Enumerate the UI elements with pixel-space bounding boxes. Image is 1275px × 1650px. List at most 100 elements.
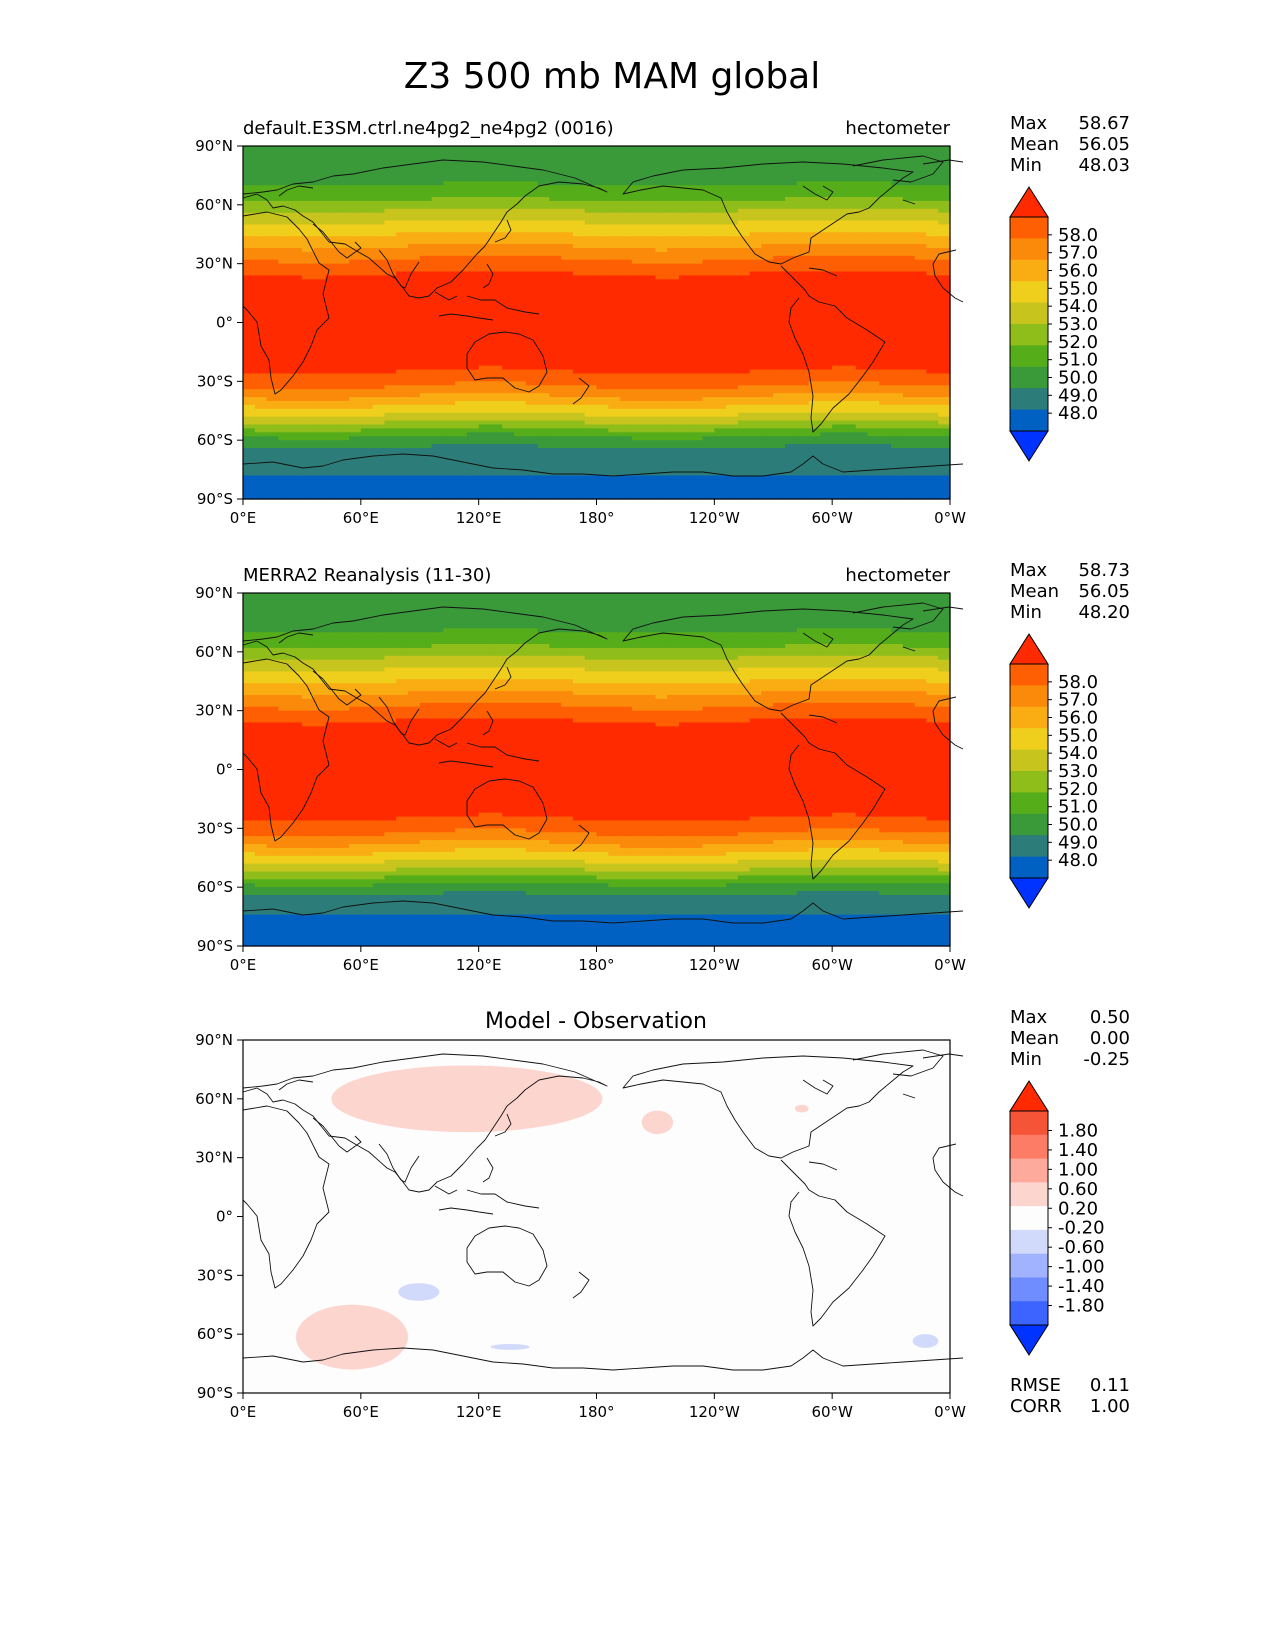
field-cell xyxy=(820,310,833,316)
field-cell xyxy=(419,173,433,178)
field-cell xyxy=(266,283,279,288)
field-cell xyxy=(561,357,574,363)
field-cell xyxy=(843,228,857,233)
field-cell xyxy=(243,298,256,304)
field-cell xyxy=(655,220,668,226)
field-cell xyxy=(290,283,303,288)
field-cell xyxy=(678,373,692,379)
field-cell xyxy=(902,314,916,320)
field-cell xyxy=(832,369,845,375)
field-cell xyxy=(832,200,845,206)
field-cell xyxy=(290,416,303,422)
field-cell xyxy=(714,255,727,261)
field-cell xyxy=(455,291,468,296)
field-cell xyxy=(891,373,904,379)
field-cell xyxy=(561,440,574,445)
field-cell xyxy=(620,455,633,461)
field-cell xyxy=(796,400,810,406)
field-cell xyxy=(325,357,338,363)
field-cell xyxy=(808,377,821,382)
field-cell xyxy=(761,314,774,320)
field-cell xyxy=(372,240,385,245)
field-cell xyxy=(419,338,433,343)
field-cell xyxy=(749,455,763,461)
field-cell xyxy=(455,451,468,457)
field-cell xyxy=(502,322,515,328)
field-cell xyxy=(349,373,362,379)
field-cell xyxy=(443,165,456,171)
field-cell xyxy=(832,322,845,328)
field-cell xyxy=(537,420,550,426)
field-cell xyxy=(690,220,704,226)
field-cell xyxy=(290,240,303,245)
field-cell xyxy=(608,204,621,210)
field-cell xyxy=(254,404,268,410)
field-cell xyxy=(808,314,821,320)
field-cell xyxy=(561,271,574,277)
field-cell xyxy=(396,181,409,186)
field-cell xyxy=(313,389,327,394)
field-cell xyxy=(514,330,527,335)
field-cell xyxy=(620,385,633,390)
field-cell xyxy=(690,244,704,249)
field-cell xyxy=(832,185,845,190)
field-cell xyxy=(796,232,810,237)
field-cell xyxy=(396,448,409,453)
field-cell xyxy=(655,318,668,324)
field-cell xyxy=(926,451,939,457)
field-cell xyxy=(431,448,444,453)
field-cell xyxy=(702,361,715,367)
field-cell xyxy=(596,173,609,178)
field-cell xyxy=(337,251,350,257)
field-cell xyxy=(360,424,374,429)
field-cell xyxy=(525,165,539,171)
field-cell xyxy=(360,369,374,375)
field-cell xyxy=(514,318,527,324)
field-cell xyxy=(337,240,350,245)
field-cell xyxy=(561,181,574,186)
field-cell xyxy=(608,432,621,437)
field-cell xyxy=(655,389,668,394)
field-cell xyxy=(349,287,362,292)
field-cell xyxy=(407,153,421,159)
field-cell xyxy=(655,436,668,441)
field-cell xyxy=(384,440,397,445)
field-cell xyxy=(584,346,598,351)
field-cell xyxy=(266,349,279,355)
field-cell xyxy=(867,279,880,284)
field-cell xyxy=(690,393,704,398)
field-cell xyxy=(372,397,385,402)
field-cell xyxy=(796,208,810,214)
field-cell xyxy=(773,216,786,222)
field-cell xyxy=(631,165,645,171)
field-cell xyxy=(631,448,645,453)
field-cell xyxy=(690,177,704,182)
field-cell xyxy=(290,381,303,386)
field-cell xyxy=(525,369,539,375)
field-cell xyxy=(643,189,657,194)
field-cell xyxy=(926,169,939,175)
field-cell xyxy=(867,283,880,288)
field-cell xyxy=(349,259,362,265)
field-cell xyxy=(773,161,786,167)
field-cell xyxy=(914,330,928,335)
field-cell xyxy=(419,165,433,171)
field-cell xyxy=(313,385,327,390)
field-cell xyxy=(525,287,539,292)
field-cell xyxy=(290,193,303,198)
field-cell xyxy=(938,173,951,178)
field-cell xyxy=(820,342,833,347)
field-cell xyxy=(773,251,786,257)
field-cell xyxy=(301,463,315,469)
field-cell xyxy=(549,459,562,465)
field-cell xyxy=(926,220,939,226)
field-cell xyxy=(561,349,574,355)
field-cell xyxy=(785,440,798,445)
field-cell xyxy=(372,400,385,406)
field-cell xyxy=(620,459,633,465)
field-cell xyxy=(938,416,951,422)
field-cell xyxy=(914,196,928,202)
field-cell xyxy=(572,236,586,241)
field-cell xyxy=(737,463,751,469)
field-cell xyxy=(761,271,774,277)
